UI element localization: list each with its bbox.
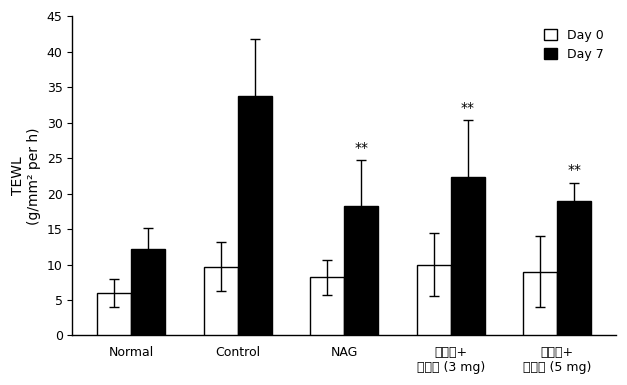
Text: **: ** [567,163,581,177]
Bar [204,267,238,335]
Bar [310,277,344,335]
Text: **: ** [461,101,475,115]
Bar [451,177,485,335]
Bar [238,95,271,335]
Bar [97,293,131,335]
Bar [523,271,557,335]
Bar [557,201,591,335]
Text: **: ** [354,141,368,154]
Bar [344,206,378,335]
Y-axis label: TEWL
(g/mm² per h): TEWL (g/mm² per h) [11,127,41,224]
Bar [416,264,451,335]
Legend: Day 0, Day 7: Day 0, Day 7 [538,22,609,67]
Bar [131,249,166,335]
